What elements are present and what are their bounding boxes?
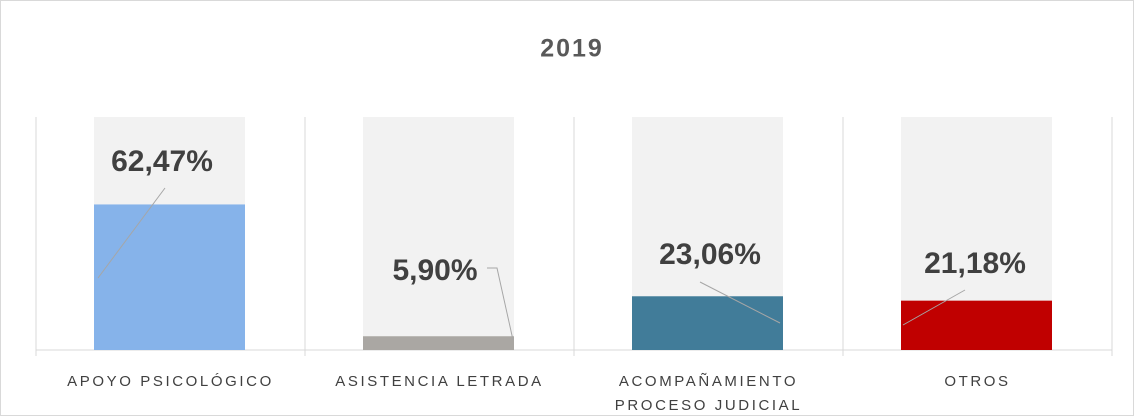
bar [363,336,514,350]
leader-line [699,281,781,324]
x-tick-label: ACOMPAÑAMIENTO PROCESO JUDICIAL [614,373,803,414]
bar [901,300,1052,350]
x-tick-label: APOYO PSICOLÓGICO [67,373,274,390]
leader-line [902,289,966,326]
bar-background [363,117,514,350]
data-label: 21,18% [924,247,1026,280]
leader-line [487,267,514,341]
x-tick-label: ASISTENCIA LETRADA [335,373,544,390]
x-tick-label: OTROS [944,373,1011,390]
leader-line [97,187,166,279]
data-label: 62,47% [111,145,213,178]
data-label: 5,90% [392,254,477,287]
bar [94,204,245,350]
chart-title: 2019 [540,35,604,63]
data-label: 23,06% [659,238,761,271]
bar [632,296,783,350]
